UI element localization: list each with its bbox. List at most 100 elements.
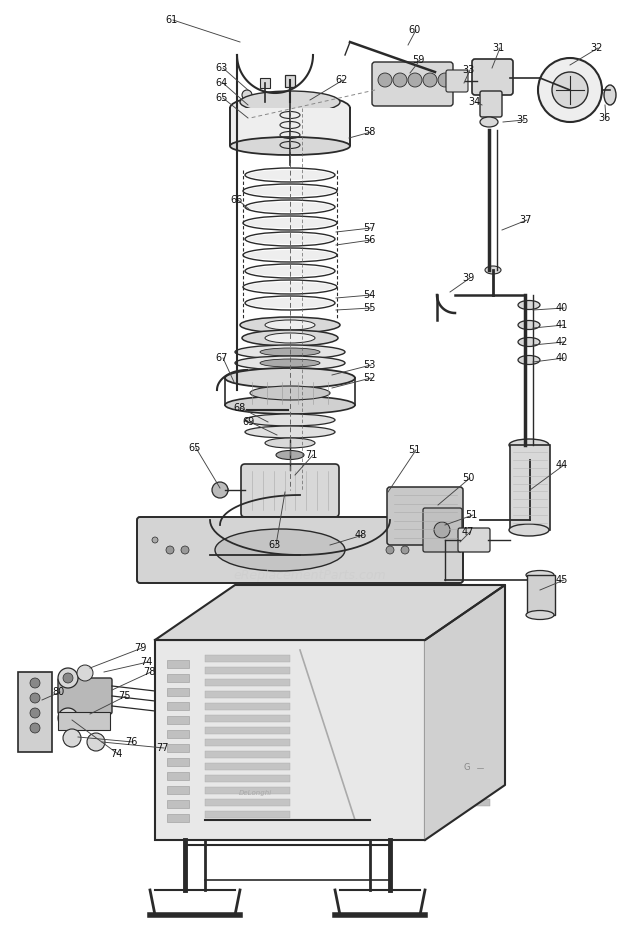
FancyBboxPatch shape (58, 678, 112, 714)
Bar (260, 78, 270, 88)
Text: 54: 54 (363, 290, 375, 300)
Circle shape (412, 537, 418, 543)
FancyBboxPatch shape (137, 517, 463, 583)
Ellipse shape (518, 355, 540, 365)
Circle shape (87, 733, 105, 751)
Text: DeLonghi: DeLonghi (238, 790, 272, 796)
Circle shape (243, 104, 251, 112)
Circle shape (166, 546, 174, 554)
Circle shape (538, 58, 602, 122)
Circle shape (30, 708, 40, 718)
Ellipse shape (245, 186, 335, 196)
Circle shape (181, 546, 189, 554)
Text: 34: 34 (468, 97, 481, 107)
Circle shape (216, 484, 228, 496)
Ellipse shape (245, 426, 335, 438)
Text: 52: 52 (363, 373, 376, 383)
Text: 74: 74 (140, 657, 153, 667)
Bar (167, 730, 189, 738)
Bar (435, 729, 490, 736)
Ellipse shape (518, 300, 540, 310)
Circle shape (408, 73, 422, 87)
Bar (435, 715, 490, 722)
Text: 51: 51 (408, 445, 420, 455)
Ellipse shape (235, 345, 345, 359)
Bar (205, 727, 290, 734)
Bar (167, 772, 189, 780)
FancyBboxPatch shape (458, 528, 490, 552)
Ellipse shape (245, 218, 335, 228)
Text: 50: 50 (462, 473, 474, 483)
Circle shape (212, 482, 228, 498)
Ellipse shape (265, 438, 315, 448)
Ellipse shape (245, 250, 335, 260)
Bar (167, 660, 189, 668)
Polygon shape (155, 585, 505, 640)
Text: 63: 63 (215, 63, 228, 73)
Bar (167, 786, 189, 794)
Ellipse shape (526, 611, 554, 619)
Ellipse shape (604, 85, 616, 105)
Text: 32: 32 (590, 43, 603, 53)
Text: 76: 76 (125, 737, 138, 747)
Circle shape (386, 546, 394, 554)
Bar (205, 691, 290, 698)
Bar (205, 715, 290, 722)
Bar (205, 739, 290, 746)
Bar (230, 108, 350, 146)
Ellipse shape (526, 570, 554, 580)
FancyBboxPatch shape (423, 508, 462, 552)
FancyBboxPatch shape (446, 70, 468, 92)
Circle shape (242, 90, 252, 100)
Bar (205, 799, 290, 806)
Bar (435, 771, 490, 778)
Bar (285, 75, 295, 87)
Text: 69: 69 (242, 417, 254, 427)
Bar (435, 785, 490, 792)
Text: 42: 42 (556, 337, 569, 347)
Bar (205, 787, 290, 794)
Circle shape (423, 73, 437, 87)
Ellipse shape (483, 716, 497, 734)
Bar (435, 687, 490, 694)
Circle shape (434, 522, 450, 538)
Text: 60: 60 (408, 25, 420, 35)
Bar (18, 672, 52, 752)
Ellipse shape (250, 386, 330, 400)
Text: 68: 68 (233, 403, 246, 413)
Text: 36: 36 (598, 113, 610, 123)
Circle shape (30, 723, 40, 733)
Ellipse shape (230, 94, 350, 122)
Bar (205, 667, 290, 674)
Circle shape (63, 713, 73, 723)
Bar (167, 674, 189, 682)
Bar (205, 679, 290, 686)
Ellipse shape (265, 320, 315, 330)
Bar (435, 757, 490, 764)
Ellipse shape (240, 91, 340, 113)
Bar (435, 799, 490, 806)
FancyBboxPatch shape (372, 62, 453, 106)
Ellipse shape (518, 337, 540, 347)
Text: 57: 57 (363, 223, 376, 233)
Ellipse shape (247, 234, 333, 244)
Bar (205, 655, 290, 662)
Bar (58, 712, 110, 730)
Ellipse shape (509, 524, 549, 536)
Text: 61: 61 (165, 15, 177, 25)
Text: 79: 79 (134, 643, 146, 653)
Text: 80: 80 (52, 687, 64, 697)
Ellipse shape (265, 333, 315, 343)
Bar (167, 688, 189, 696)
Ellipse shape (215, 529, 345, 571)
Circle shape (77, 665, 93, 681)
Circle shape (438, 73, 452, 87)
Text: 35: 35 (516, 115, 528, 125)
Text: 71: 71 (305, 450, 317, 460)
Ellipse shape (242, 330, 338, 346)
Bar (435, 743, 490, 750)
Text: 78: 78 (143, 667, 156, 677)
FancyBboxPatch shape (480, 91, 502, 117)
Ellipse shape (480, 117, 498, 127)
Circle shape (58, 708, 78, 728)
